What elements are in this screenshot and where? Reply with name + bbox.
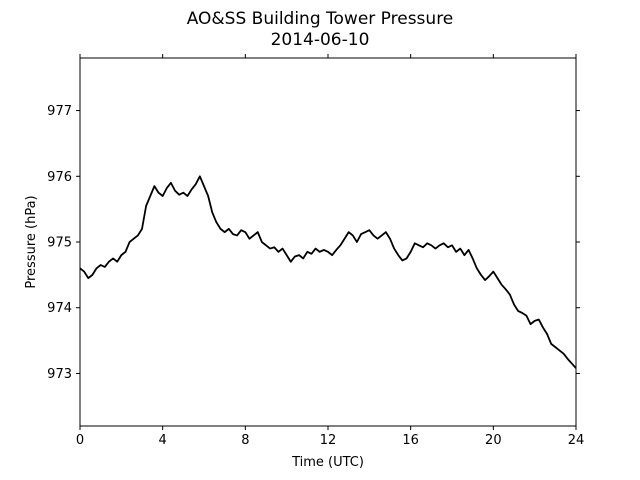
series-layer (79, 175, 577, 369)
pressure-series-line (79, 175, 577, 369)
x-tick-label: 12 (320, 433, 337, 448)
y-tick-label: 973 (47, 367, 72, 382)
x-tick-label: 20 (485, 433, 502, 448)
x-axis-label: Time (UTC) (291, 455, 364, 470)
y-axis-label: Pressure (hPa) (24, 195, 39, 288)
x-tick-label: 8 (241, 433, 249, 448)
chart-title: AO&SS Building Tower Pressure (187, 9, 454, 29)
chart-subtitle: 2014-06-10 (271, 30, 370, 50)
y-tick-label: 977 (47, 104, 72, 119)
axis-ticks: 0 4 8 12 16 20 24 973 974 975 976 977 (47, 54, 584, 448)
x-tick-label: 16 (402, 433, 419, 448)
y-tick-label: 975 (47, 236, 72, 251)
y-tick-label: 976 (47, 170, 72, 185)
x-tick-label: 4 (159, 433, 167, 448)
plot-frame (79, 57, 577, 427)
y-tick-label: 974 (47, 301, 72, 316)
x-tick-label: 0 (76, 433, 84, 448)
x-tick-label: 24 (568, 433, 585, 448)
